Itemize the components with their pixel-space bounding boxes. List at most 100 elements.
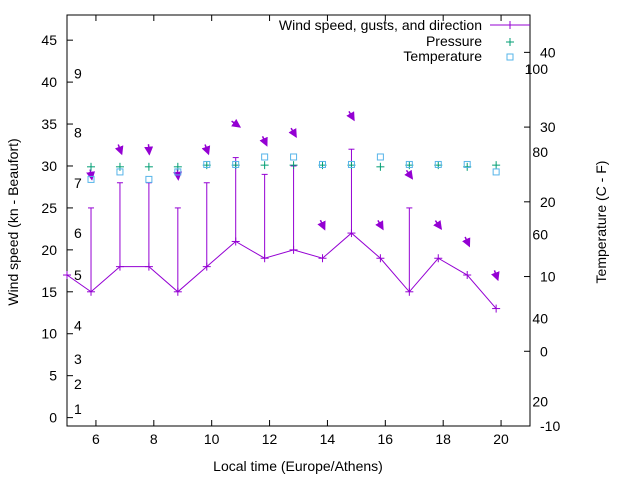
y-left-tick-label: 35: [41, 116, 57, 132]
pressure-point: [376, 162, 385, 171]
legend-label-pressure: Pressure: [426, 33, 482, 49]
wind-speed-point: [63, 271, 71, 280]
fahrenheit-label: 80: [532, 144, 548, 160]
wind-speed-point: [434, 254, 443, 263]
axis-ticks: [67, 15, 530, 427]
beaufort-labels: 1 2 3 4 5 6 7 8 9: [74, 66, 82, 418]
temperature-point: [87, 175, 95, 183]
x-tick-label: 8: [150, 431, 158, 447]
beaufort-label: 6: [74, 225, 82, 241]
legend-label-temperature: Temperature: [403, 48, 482, 64]
y-left-tick-label: 15: [41, 284, 57, 300]
beaufort-label: 1: [74, 401, 82, 417]
wind-speed-point: [231, 237, 240, 246]
wind-speed-point: [202, 262, 211, 271]
wind-arrow: [462, 236, 471, 248]
fahrenheit-label: 100: [525, 61, 549, 77]
wind-arrow: [259, 135, 268, 147]
temperature-point: [434, 160, 442, 168]
pressure-point: [492, 161, 501, 170]
beaufort-label: 4: [74, 317, 82, 333]
temperature-point: [145, 175, 153, 183]
fahrenheit-label: 20: [532, 393, 548, 409]
pressure-point: [260, 161, 269, 170]
x-tick-label: 20: [493, 431, 509, 447]
wind-speed-point: [492, 304, 501, 313]
wind-speed-point: [260, 254, 269, 263]
y-right-tick-label: -10: [540, 418, 560, 434]
wind-arrow: [231, 118, 242, 128]
x-tick-labels: 6 8 10 12 14 16 18 20: [92, 431, 509, 447]
beaufort-label: 8: [74, 124, 82, 140]
wind-speed-point: [115, 262, 124, 271]
legend-marker-pressure: [506, 38, 514, 46]
legend-label-wind: Wind speed, gusts, and direction: [279, 17, 482, 33]
gust-lines: [88, 148, 413, 292]
temperature-point: [347, 160, 355, 168]
legend: Wind speed, gusts, and direction Pressur…: [279, 17, 530, 64]
legend-marker-temperature: [506, 53, 514, 61]
x-tick-label: 14: [320, 431, 336, 447]
pressure-point: [289, 161, 298, 170]
wind-arrow: [114, 144, 124, 156]
wind-speed-point: [173, 287, 182, 296]
wind-arrow: [491, 270, 500, 282]
y-left-tick-label: 10: [41, 326, 57, 342]
wind-arrow: [433, 220, 442, 231]
temperature-point: [492, 168, 500, 176]
y-left-tick-label: 25: [41, 200, 57, 216]
temperature-point: [203, 160, 211, 168]
y-right-tick-label: 0: [540, 343, 548, 359]
wind-arrow: [346, 110, 355, 122]
x-tick-label: 18: [435, 431, 451, 447]
fahrenheit-label: 60: [532, 227, 548, 243]
y-left-tick-labels: 0 5 10 15 20 25 30 35 40 45: [41, 32, 57, 425]
wind-speed-series: [63, 229, 501, 313]
y-right-tick-label: 40: [540, 44, 556, 60]
fahrenheit-label: 40: [532, 310, 548, 326]
plot-frame: [66, 14, 531, 427]
x-tick-label: 16: [378, 431, 394, 447]
x-tick-label: 6: [92, 431, 100, 447]
pressure-point: [115, 162, 124, 171]
x-axis-label: Local time (Europe/Athens): [213, 458, 383, 474]
beaufort-label: 3: [74, 351, 82, 367]
y-right-tick-label: 30: [540, 119, 556, 135]
beaufort-label: 7: [74, 175, 82, 191]
wind-speed-point: [318, 254, 327, 263]
y-right-tick-label: 10: [540, 269, 556, 285]
y-left-tick-label: 30: [41, 158, 57, 174]
wind-arrow: [173, 169, 183, 181]
temperature-point: [319, 160, 327, 168]
y-right-tick-label: 20: [540, 194, 556, 210]
wind-arrow: [288, 127, 297, 139]
beaufort-label: 5: [74, 267, 82, 283]
temperature-point: [290, 153, 298, 161]
y-left-tick-label: 45: [41, 32, 57, 48]
wind-speed-line: [66, 232, 497, 309]
wind-arrow: [317, 219, 326, 231]
y-left-tick-label: 0: [49, 410, 57, 426]
y-right-axis-label: Temperature (C - F): [593, 161, 609, 284]
pressure-point: [173, 162, 182, 171]
wind-arrow: [404, 169, 414, 180]
y-left-tick-label: 20: [41, 242, 57, 258]
y-left-tick-label: 5: [49, 368, 57, 384]
pressure-point: [144, 162, 153, 171]
temperature-point: [463, 160, 471, 168]
temperature-point: [174, 168, 182, 176]
fahrenheit-labels: 20 40 60 80 100: [525, 61, 549, 410]
wind-arrow: [144, 144, 154, 156]
y-right-tick-labels: -10 0 10 20 30 40: [540, 44, 560, 434]
wind-speed-point: [347, 229, 356, 238]
temperature-point: [116, 168, 124, 176]
wind-speed-point: [463, 271, 472, 280]
wind-arrow: [201, 144, 211, 156]
wind-speed-point: [289, 245, 298, 254]
beaufort-label: 9: [74, 66, 82, 82]
y-left-axis-label: Wind speed (kn - Beaufort): [5, 138, 21, 305]
wind-arrow: [375, 219, 384, 231]
temperature-point: [232, 160, 240, 168]
wind-direction-arrows: [86, 110, 500, 282]
